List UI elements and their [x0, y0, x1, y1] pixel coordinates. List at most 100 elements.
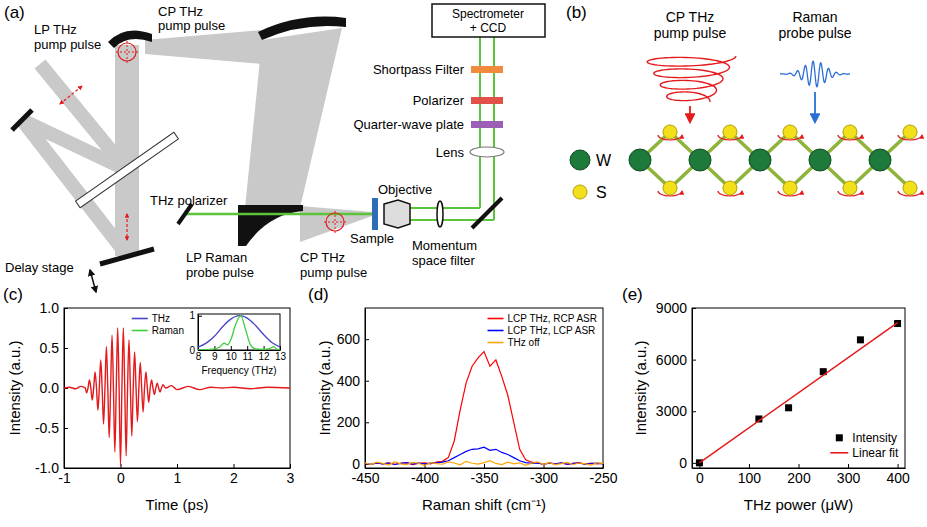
plot-data: [696, 320, 901, 466]
tick-mark: [692, 360, 696, 361]
atom-s: [663, 125, 677, 139]
legend-swatch: [488, 318, 504, 320]
panel-label: (d): [308, 285, 329, 304]
rotation-arrow: [718, 135, 742, 140]
label: pump pulse: [300, 265, 367, 280]
tick-mark: [64, 468, 68, 469]
label: + CCD: [470, 21, 507, 35]
mirror: [100, 249, 154, 264]
tick: 400: [337, 373, 369, 389]
tick: -1.0: [35, 460, 68, 476]
panel-label: (a): [4, 3, 25, 22]
legend-swatch: [132, 330, 148, 332]
tick: 3: [287, 464, 295, 486]
tick-label: 11: [243, 351, 254, 362]
atom-s: [663, 181, 677, 195]
tick-mark: [64, 308, 68, 309]
tick-label: 400: [337, 373, 361, 389]
label: space filter: [412, 253, 476, 268]
tick-label: 100: [738, 470, 762, 486]
series-line: [365, 461, 603, 466]
tick-label: 9000: [656, 300, 687, 316]
tick: -400: [411, 464, 439, 486]
tick-label: 8: [196, 351, 202, 362]
sample: [372, 198, 378, 230]
panel-label: (b): [566, 3, 587, 22]
point: [785, 404, 792, 411]
label: Momentum: [412, 238, 477, 253]
legend-label: LCP THz, LCP ASR: [508, 325, 596, 336]
series-line: [365, 352, 603, 465]
tick-label: 0: [117, 470, 125, 486]
raman-beam: [186, 213, 372, 216]
x-axis: -450-400-350-300-250: [351, 464, 617, 486]
tick: 2: [230, 464, 238, 486]
tick-label: 600: [337, 331, 361, 347]
signal-beam: [410, 207, 480, 209]
tick-label: 300: [837, 470, 861, 486]
rotation-arrow: [838, 191, 862, 196]
tick-mark: [365, 422, 369, 423]
tick-label: 10: [226, 351, 238, 362]
legend-label: THz off: [508, 337, 540, 348]
series-line: [198, 316, 280, 348]
tick-label: 0: [696, 470, 704, 486]
x-axis-line: [65, 468, 291, 469]
tick-label: 1: [174, 470, 182, 486]
panel-b: (b)CP THzpump pulseRamanprobe pulseWS: [566, 3, 922, 201]
rotation-arrow: [658, 191, 682, 196]
polarization-axis: [335, 211, 336, 233]
thz-beam: [245, 28, 342, 208]
tick-label: 6000: [656, 352, 687, 368]
x-axis: 8910111213: [196, 346, 287, 362]
rotation-arrow: [718, 191, 742, 196]
plot-frame: [365, 308, 603, 468]
legend-swatch: [488, 342, 504, 344]
figure: (a)LP THzpump pulseCP THzpump pulseTHz p…: [0, 0, 927, 527]
label: pump pulse: [34, 37, 101, 52]
legend: THzRaman: [132, 313, 184, 336]
x-axis-line: [693, 468, 906, 469]
tick-label: 9: [212, 351, 218, 362]
label: THz polarizer: [150, 193, 228, 208]
signal-beam: [493, 37, 495, 220]
legend-label: LCP THz, RCP ASR: [508, 313, 597, 324]
tick-mark: [848, 464, 849, 468]
atom-s: [783, 181, 797, 195]
shortpass-filter: [471, 66, 503, 73]
tick: 1.0: [40, 300, 68, 316]
legend-entry: Intensity: [836, 431, 897, 445]
tick-label: 3000: [656, 403, 687, 419]
tick-label: 400: [886, 470, 910, 486]
legend-label: Raman: [152, 325, 184, 336]
tick-mark: [64, 348, 68, 349]
legend-entry: Linear fit: [830, 446, 899, 460]
plot-frame: [692, 308, 905, 468]
plot-data: [198, 316, 280, 350]
chart: -450-400-350-300-2500200400600Raman shif…: [308, 285, 618, 513]
rotation-arrow: [778, 135, 802, 140]
point: [857, 336, 864, 343]
tick-label: 200: [787, 470, 811, 486]
tick-label: 1.0: [40, 300, 60, 316]
label: CP THz: [158, 4, 203, 19]
atom-s: [843, 181, 857, 195]
label: pump pulse: [654, 25, 727, 41]
legend-label: W: [596, 152, 612, 169]
tick-label: 3: [287, 470, 295, 486]
objective: [384, 200, 410, 228]
thz-arrow: [689, 106, 691, 122]
atom-w: [869, 149, 891, 171]
tick-mark: [365, 381, 369, 382]
tick-label: 200: [337, 414, 361, 430]
polarization-arrow: [60, 86, 82, 104]
mirror: [472, 198, 502, 228]
tick-label: -1.0: [35, 460, 59, 476]
y-axis-line: [198, 315, 199, 351]
tick: 9000: [656, 300, 696, 316]
tick-label: 0: [189, 345, 195, 356]
tick-mark: [198, 316, 202, 317]
tick-label: -300: [530, 470, 558, 486]
label: Shortpass Filter: [373, 62, 465, 77]
thz-beam: [115, 45, 139, 256]
